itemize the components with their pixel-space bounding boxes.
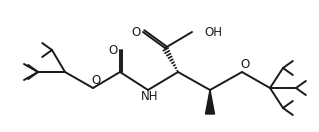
Polygon shape [205, 90, 214, 114]
Text: O: O [108, 44, 118, 56]
Text: OH: OH [204, 25, 222, 39]
Text: NH: NH [141, 91, 159, 103]
Text: O: O [241, 58, 250, 70]
Text: O: O [131, 25, 141, 39]
Text: O: O [91, 74, 100, 86]
